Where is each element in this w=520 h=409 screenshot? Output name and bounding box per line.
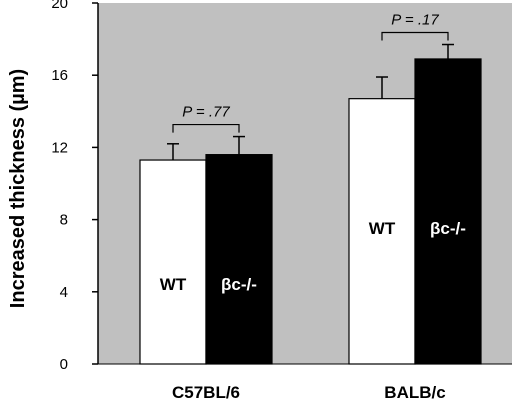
y-tick-label: 4 bbox=[60, 284, 68, 301]
bar-wt-0 bbox=[139, 159, 207, 365]
p-value-label: P = .77 bbox=[182, 104, 230, 121]
category-labels: C57BL/6 BALB/c bbox=[172, 383, 446, 402]
significance-bracket bbox=[172, 123, 240, 133]
bar-label: WT bbox=[160, 275, 187, 294]
y-tick-label: 8 bbox=[60, 212, 68, 229]
x-category-label: C57BL/6 bbox=[172, 383, 240, 402]
bar-label: βc-/- bbox=[430, 219, 466, 238]
y-tick-label: 20 bbox=[51, 0, 68, 12]
y-axis: 0 4 8 12 16 20 bbox=[51, 0, 512, 373]
bar-bc-knockout-0 bbox=[205, 154, 273, 365]
p-value-label: P = .17 bbox=[391, 12, 439, 29]
bar-bc-knockout-1 bbox=[414, 58, 482, 365]
bars: WT βc-/- P = .77 WT βc-/- P = .17 bbox=[139, 12, 482, 365]
y-tick-label: 0 bbox=[60, 356, 68, 373]
bar-label: WT bbox=[369, 219, 396, 238]
y-tick-label: 16 bbox=[51, 67, 68, 84]
y-tick-label: 12 bbox=[51, 139, 68, 156]
significance-bracket bbox=[381, 31, 449, 41]
bar-wt-1 bbox=[348, 98, 416, 365]
bar-label: βc-/- bbox=[221, 275, 257, 294]
x-category-label: BALB/c bbox=[384, 383, 445, 402]
y-axis-label: Increased thickness (µm) bbox=[7, 69, 29, 308]
